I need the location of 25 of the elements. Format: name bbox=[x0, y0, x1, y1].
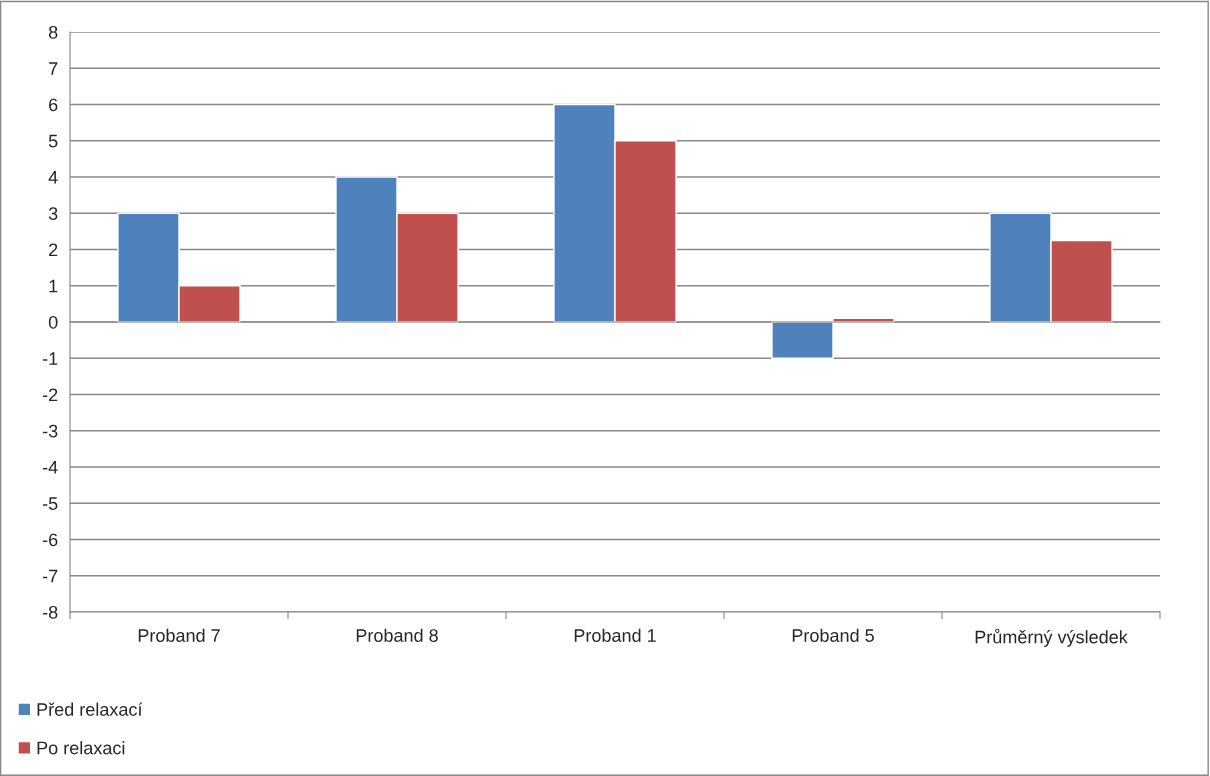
bar bbox=[771, 321, 834, 359]
y-tick-label: 1 bbox=[49, 279, 58, 293]
legend-label: Po relaxaci bbox=[37, 741, 125, 755]
y-tick-label: 2 bbox=[49, 243, 58, 257]
y-tick-label: 7 bbox=[49, 62, 58, 75]
legend-label: Před relaxací bbox=[37, 702, 143, 716]
x-tick-label: Proband 1 bbox=[574, 628, 656, 642]
y-tick-label: 6 bbox=[49, 98, 58, 112]
y-tick-label: -5 bbox=[42, 497, 58, 510]
y-tick-label: -3 bbox=[42, 424, 58, 438]
y-tick-label: -7 bbox=[42, 569, 58, 583]
x-tick-label: Průměrný výsledek bbox=[975, 628, 1128, 647]
y-tick-label: 8 bbox=[48, 25, 58, 39]
y-tick-label: 3 bbox=[48, 207, 58, 220]
x-tick-label: Proband 5 bbox=[792, 628, 874, 642]
y-tick-label: -2 bbox=[42, 388, 58, 402]
y-tick-label: 5 bbox=[48, 134, 58, 148]
y-tick-label: 0 bbox=[48, 315, 58, 329]
x-tick-label: Proband 7 bbox=[138, 628, 220, 642]
y-tick-label: -4 bbox=[42, 461, 58, 474]
y-tick-label: 4 bbox=[48, 171, 58, 184]
y-tick-label: -1 bbox=[42, 352, 58, 365]
y-tick-label: -6 bbox=[42, 533, 58, 547]
x-tick-label: Proband 8 bbox=[356, 628, 438, 642]
y-tick-label: -8 bbox=[42, 605, 58, 619]
